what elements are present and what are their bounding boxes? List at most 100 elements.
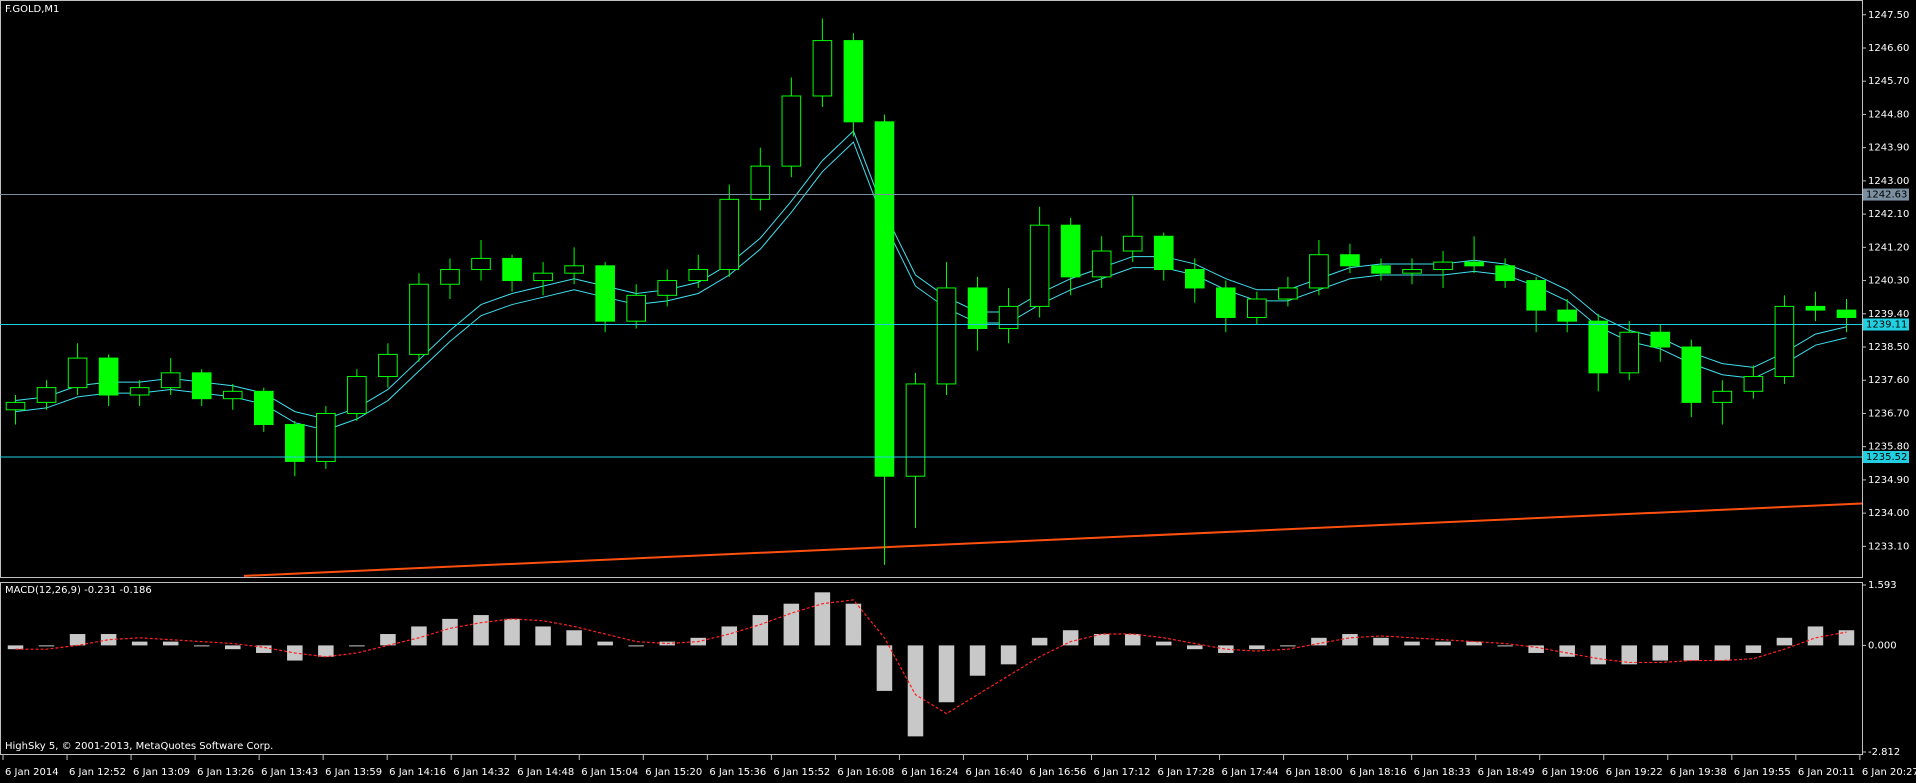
macd-bar	[1000, 645, 1017, 665]
price-level-label: 1235.52	[1866, 452, 1907, 463]
macd-bar	[1404, 641, 1420, 646]
candle-body	[657, 280, 678, 296]
candle-body	[719, 198, 740, 270]
x-tick-label: 6 Jan 18:16	[1350, 767, 1407, 778]
macd-bar	[1559, 645, 1575, 657]
y-tick-label: 1237.60	[1868, 375, 1909, 386]
macd-bar	[473, 615, 489, 646]
macd-bar	[7, 645, 24, 650]
price-level-box	[1863, 451, 1909, 464]
candle-body	[440, 268, 460, 285]
y-tick-label: 1239.40	[1868, 309, 1909, 320]
macd-bar	[1497, 645, 1513, 647]
candle-body	[471, 257, 491, 270]
x-tick-label: 6 Jan 19:55	[1734, 767, 1791, 778]
candle-body	[316, 412, 336, 462]
x-tick-label: 6 Jan 2014	[5, 767, 59, 778]
y-tick-label: 1243.90	[1868, 143, 1909, 154]
macd-bar	[1807, 626, 1824, 646]
x-tick-label: 6 Jan 16:40	[965, 767, 1022, 778]
candle-body	[1588, 320, 1609, 374]
x-tick-label: 6 Jan 17:12	[1094, 767, 1151, 778]
x-tick-label: 6 Jan 17:28	[1158, 767, 1215, 778]
macd-bar	[38, 645, 55, 647]
macd-bar	[1435, 641, 1451, 646]
y-tick-label: 1245.70	[1868, 76, 1909, 87]
macd-bar	[721, 626, 738, 646]
candle-body	[98, 357, 119, 396]
x-tick-label: 6 Jan 17:44	[1222, 767, 1279, 778]
macd-bar	[1714, 645, 1731, 661]
candle-body	[1836, 309, 1857, 318]
candle-body	[1278, 287, 1298, 300]
candle-body	[1743, 376, 1764, 392]
x-tick-label: 6 Jan 16:24	[901, 767, 958, 778]
macd-bar	[1776, 637, 1793, 646]
y-tick-label: 1247.50	[1868, 10, 1909, 21]
macd-bar	[193, 645, 210, 647]
macd-bar	[1373, 637, 1389, 646]
macd-bar	[1621, 645, 1638, 665]
x-tick-label: 6 Jan 13:09	[133, 767, 190, 778]
candle-body	[409, 283, 429, 355]
macd-bar	[1062, 630, 1079, 646]
macd-bar	[131, 641, 148, 646]
macd-bar	[628, 645, 644, 647]
macd-bar	[1311, 637, 1327, 646]
candle-body	[5, 401, 26, 411]
macd-bar	[1249, 645, 1265, 650]
candle-body	[1805, 305, 1826, 311]
candle-body	[1122, 235, 1143, 252]
macd-title: MACD(12,26,9) -0.231 -0.186	[5, 585, 152, 596]
signal-line	[15, 599, 1847, 715]
macd-bar	[442, 618, 458, 646]
y-tick-label: 1242.10	[1868, 209, 1909, 220]
candle-body	[222, 390, 243, 400]
copyright: HighSky 5, © 2001-2013, MetaQuotes Softw…	[5, 741, 273, 752]
candle-body	[936, 287, 957, 385]
candle-body	[1184, 268, 1205, 289]
x-tick-label: 6 Jan 19:06	[1542, 767, 1599, 778]
x-tick-label: 6 Jan 16:08	[837, 767, 894, 778]
candle-body	[626, 294, 646, 322]
x-tick-label: 6 Jan 14:32	[453, 767, 510, 778]
y-tick-label: 1241.20	[1868, 242, 1909, 253]
macd-frame	[0, 582, 1863, 755]
candle-body	[1464, 261, 1484, 267]
macd-bar	[1155, 641, 1172, 646]
macd-bar	[845, 603, 862, 646]
macd-bar	[1745, 645, 1762, 653]
candle-body	[1060, 224, 1081, 278]
candle-body	[564, 265, 584, 274]
candle-body	[1774, 305, 1795, 378]
candle-body	[905, 383, 926, 477]
candle-body	[533, 272, 553, 282]
macd-bar	[1528, 645, 1544, 653]
y-tick-label: 0.000	[1868, 640, 1897, 651]
y-tick-label: 1235.80	[1868, 442, 1909, 453]
candle-body	[1371, 265, 1391, 274]
candle-body	[595, 265, 615, 322]
candle-body	[750, 165, 771, 200]
macd-bar	[504, 618, 520, 646]
main-frame	[0, 0, 1863, 578]
candle-body	[1340, 254, 1360, 267]
macd-bar	[1838, 630, 1855, 646]
macd-bar	[162, 641, 179, 646]
y-tick-label: -2.812	[1868, 747, 1900, 758]
macd-bar	[224, 645, 241, 650]
y-tick-label: 1238.50	[1868, 342, 1909, 353]
macd-bar	[876, 645, 893, 691]
candle-body	[1433, 261, 1453, 270]
candle-body	[1712, 390, 1733, 403]
x-tick-label: 6 Jan 14:48	[517, 767, 574, 778]
y-tick-label: 1244.80	[1868, 109, 1909, 120]
y-tick-label: 1233.10	[1868, 541, 1909, 552]
x-tick-label: 6 Jan 15:04	[581, 767, 638, 778]
price-level-box	[1863, 188, 1909, 201]
candle-body	[688, 268, 709, 282]
macd-bar	[1342, 634, 1358, 646]
macd-bar	[1683, 645, 1700, 661]
